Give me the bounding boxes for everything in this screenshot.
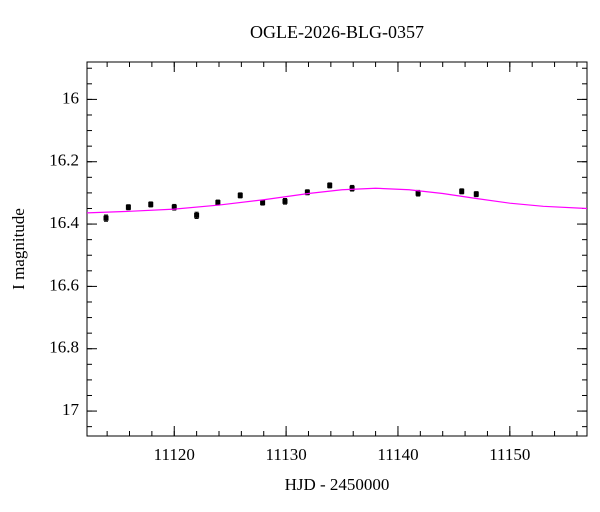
- data-point: [459, 188, 465, 194]
- data-point: [349, 185, 355, 191]
- x-tick-label: 11130: [265, 445, 306, 464]
- x-tick-label: 11140: [377, 445, 418, 464]
- y-tick-label: 16: [62, 88, 79, 107]
- data-point: [473, 191, 479, 197]
- x-tick-label: 11120: [154, 445, 195, 464]
- data-point: [148, 201, 154, 207]
- data-point: [260, 200, 266, 206]
- data-point: [215, 200, 221, 206]
- data-point: [282, 198, 288, 204]
- data-point: [415, 190, 421, 196]
- data-point: [237, 192, 243, 198]
- y-tick-label: 16.6: [49, 275, 79, 294]
- x-axis-label: HJD - 2450000: [285, 475, 390, 494]
- data-point: [125, 204, 131, 210]
- chart-title: OGLE-2026-BLG-0357: [250, 22, 424, 42]
- data-point: [304, 189, 310, 195]
- y-tick-label: 16.4: [49, 213, 79, 232]
- y-tick-label: 17: [62, 400, 80, 419]
- y-tick-label: 16.2: [49, 151, 79, 170]
- data-point: [327, 182, 333, 188]
- data-point: [194, 212, 200, 218]
- plot-frame: [86, 61, 588, 437]
- x-tick-label: 11150: [489, 445, 530, 464]
- data-point: [103, 215, 109, 221]
- data-point: [171, 204, 177, 210]
- model-curve: [86, 187, 588, 214]
- y-axis-label: I magnitude: [9, 208, 28, 290]
- y-tick-label: 16.8: [49, 338, 79, 357]
